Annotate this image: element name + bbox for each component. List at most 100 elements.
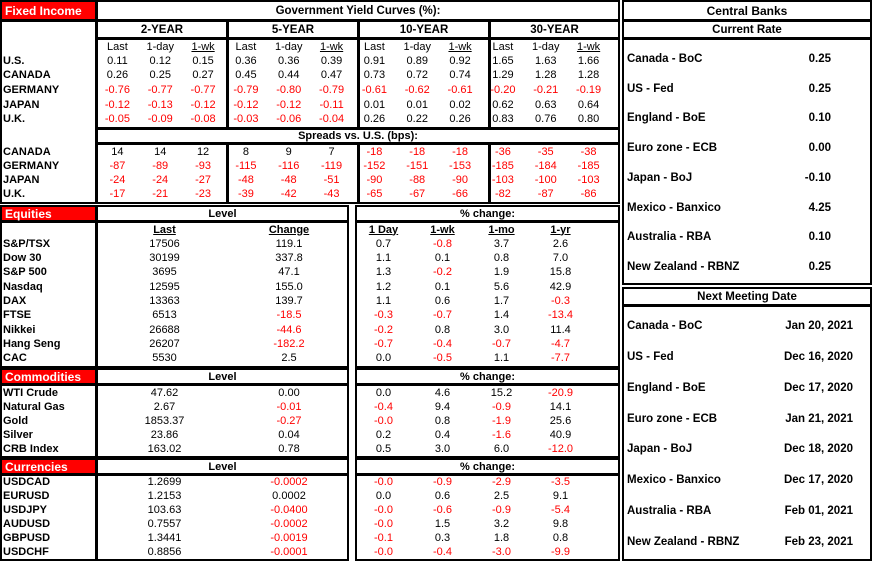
yield-value: -0.12 — [233, 98, 259, 111]
commodity-pct-value: -0.9 — [492, 400, 511, 413]
central-bank-rate-name: Canada - BoC — [627, 52, 703, 65]
yield-group: 0.45 0.44 0.47 — [225, 70, 354, 81]
spread-value: -21 — [152, 188, 169, 201]
spread-value: -185 — [491, 159, 514, 172]
currency-pct-value: 0.6 — [434, 490, 451, 503]
currency-change: -0.0019 — [270, 531, 308, 544]
commodity-pct-value: 0.2 — [375, 428, 392, 441]
equity-pct-row: 1.1 0.6 1.7 -0.3 — [354, 294, 590, 308]
spread-value: -184 — [534, 159, 557, 172]
currency-pct-row: -0.0 -0.9 -2.9 -3.5 — [354, 476, 590, 490]
equities-pct-header: % change: — [355, 205, 620, 222]
yield-value: 0.01 — [406, 98, 428, 111]
currencies-level-box — [96, 474, 349, 561]
equity-last: 30199 — [149, 251, 180, 264]
yield-value: 0.39 — [320, 54, 343, 67]
yield-value: 0.76 — [535, 113, 557, 126]
spread-row: -87 -89 -93 -115 -116 -119 -152 -151 -153 -185 -18… — [96, 159, 620, 173]
yield-value: -0.19 — [576, 83, 602, 96]
spread-row-names: CANADA GERMANY JAPAN U.K. — [3, 145, 95, 202]
central-bank-rate-name: Australia - RBA — [627, 231, 712, 244]
spread-value: -153 — [449, 159, 472, 172]
spread-value: -152 — [363, 159, 386, 172]
yield-colhead: Last — [107, 40, 128, 53]
yield-value: 0.02 — [449, 98, 471, 111]
central-bank-rates: Canada - BoC 0.25 US - Fed 0.25 England - Bo… — [627, 44, 867, 282]
equity-pct-value: 0.1 — [434, 251, 451, 264]
currency-pct-row: -0.0 -0.6 -0.9 -5.4 — [354, 504, 590, 518]
commodity-change: 0.04 — [278, 428, 300, 441]
yield-group: 1.29 1.28 1.28 — [482, 70, 621, 81]
spread-row: -24 -24 -27 -48 -48 -51 -90 -88 -90 -103 -100 -103 — [96, 174, 620, 188]
equities-names-box — [0, 221, 97, 368]
spread-value: -24 — [152, 174, 169, 187]
yield-colhead: 1-day — [274, 40, 303, 53]
current-rate-header: Current Rate — [622, 20, 872, 39]
spread-value: -100 — [534, 174, 557, 187]
yield-group: 0.26 0.22 0.26 — [353, 114, 482, 125]
currency-name-row: USDCHF — [3, 545, 95, 559]
yield-value: -0.77 — [190, 83, 216, 96]
yield-country: CANADA — [3, 69, 51, 82]
yield-row: -0.12 -0.13 -0.12 -0.12 -0.12 -0.11 0.01 0.01 0.… — [96, 98, 620, 113]
spread-rows: 14 14 12 8 9 7 -18 -18 -18 -36 -35 -38 -87 -89 -93 -115… — [96, 145, 620, 202]
yield-value: 1.29 — [492, 69, 514, 82]
spread-row: 14 14 12 8 9 7 -18 -18 -18 -36 -35 -38 — [96, 145, 620, 159]
yield-country: U.K. — [3, 113, 25, 126]
equity-level-row: 26688 -44.6 — [98, 323, 347, 337]
yield-group: 0.73 0.72 0.74 — [353, 70, 482, 81]
equity-pct-value: 7.0 — [552, 251, 569, 264]
equities-level-rows: 17506 119.1 30199 337.8 3695 47.1 12595 155.0 13… — [98, 237, 347, 366]
spread-row: -17 -21 -23 -39 -42 -43 -65 -67 -66 -82 -87 -86 — [96, 188, 620, 202]
central-bank-rate-row: New Zealand - RBNZ 0.25 — [627, 252, 867, 282]
currency-change: -0.0002 — [270, 476, 308, 489]
commodity-pct-value: -1.6 — [492, 428, 511, 441]
spread-value: -39 — [237, 188, 254, 201]
equity-level-row: 30199 337.8 — [98, 251, 347, 265]
currency-level-row: 1.2699 -0.0002 — [98, 476, 347, 490]
yield-rows: 0.11 0.12 0.15 0.36 0.36 0.39 0.91 0.89 0.92 1.65… — [96, 54, 620, 127]
equity-name-row: FTSE — [3, 309, 95, 323]
commodity-name: Gold — [3, 414, 29, 427]
yield-value: -0.06 — [276, 113, 302, 126]
commodity-pct-value: -1.9 — [492, 414, 511, 427]
yield-value: -0.03 — [233, 113, 259, 126]
yield-value: 0.74 — [449, 69, 471, 82]
yield-value: 0.11 — [107, 54, 128, 67]
currency-pct-value: 2.5 — [493, 490, 510, 503]
equity-change: 2.5 — [281, 352, 297, 365]
equity-pct-value: 1.4 — [493, 309, 510, 322]
central-bank-rate-row: Japan - BoJ -0.10 — [627, 163, 867, 193]
central-bank-meeting-value: Feb 01, 2021 — [784, 504, 853, 517]
commodities-names-box — [0, 384, 97, 458]
equity-pct-row: -0.2 0.8 3.0 11.4 — [354, 323, 590, 337]
commodity-level-row: 163.02 0.78 — [98, 442, 347, 456]
equity-level-row: 12595 155.0 — [98, 280, 347, 294]
currency-name-row: AUDUSD — [3, 517, 95, 531]
equity-name: FTSE — [3, 309, 32, 322]
commodities-pct-rows: 0.0 4.6 15.2 -20.9 -0.4 9.4 -0.9 14.1 -0.0 0.8 -1.… — [354, 386, 590, 456]
yield-country: JAPAN — [3, 98, 40, 111]
yield-colhead: Last — [364, 40, 385, 53]
yield-value: 0.73 — [363, 69, 386, 82]
spread-value: -17 — [109, 188, 126, 201]
commodity-pct-row: 0.5 3.0 6.0 -12.0 — [354, 442, 590, 456]
spread-group: -17 -21 -23 — [96, 189, 225, 200]
equity-change: 47.1 — [278, 266, 300, 279]
equities-pct-subheaders: 1 Day 1-wk 1-mo 1-yr — [354, 223, 590, 237]
yield-colhead-group: Last 1-day 1-wk — [225, 40, 354, 53]
equity-name: S&P/TSX — [3, 237, 51, 250]
spread-value: 12 — [196, 145, 210, 158]
equity-name: DAX — [3, 294, 27, 307]
central-bank-meeting-value: Jan 20, 2021 — [785, 320, 853, 333]
central-bank-rate-name: England - BoE — [627, 112, 706, 125]
currencies-names-box — [0, 474, 97, 561]
central-bank-meeting-row: Mexico - Banxico Dec 17, 2020 — [627, 465, 867, 496]
spread-group: -185 -184 -185 — [482, 159, 621, 172]
yield-colhead-group: Last 1-day 1-wk — [482, 41, 621, 53]
yield-curves-title: Government Yield Curves (%): — [96, 0, 620, 21]
equity-pct-value: 11.4 — [550, 323, 571, 336]
equity-pct-value: -0.3 — [374, 309, 393, 322]
commodity-pct-value: 14.1 — [549, 400, 572, 413]
yield-colhead: 1-wk — [448, 40, 472, 53]
